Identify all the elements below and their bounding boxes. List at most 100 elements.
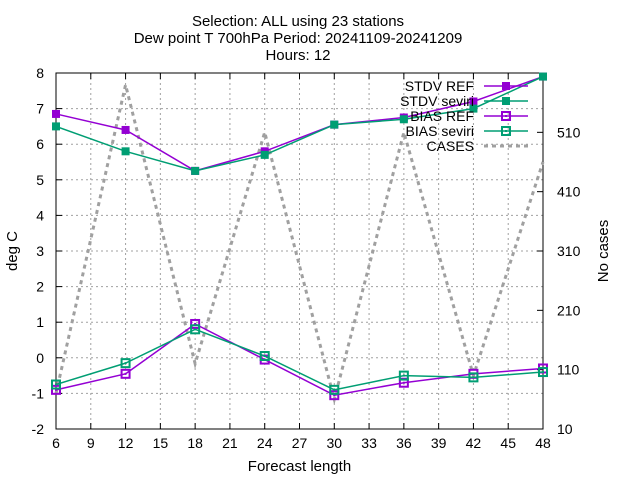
series-line-bias-ref <box>55 323 544 396</box>
data-point-bias-seviri-center <box>263 355 266 358</box>
data-point-stdv-ref <box>52 109 60 118</box>
data-point-bias-seviri <box>468 372 479 383</box>
x-tick-label: 6 <box>52 435 60 451</box>
y-tick-label: -1 <box>32 385 45 401</box>
legend-label-stdv-seviri: STDV seviri <box>400 93 474 109</box>
legend-marker-stdv-ref <box>502 82 510 90</box>
y2-tick-label: 210 <box>557 302 581 318</box>
x-tick-label: 18 <box>187 435 203 451</box>
x-tick-label: 12 <box>118 435 134 451</box>
y2-axis: 10 110 210 310 410 510 <box>537 124 581 437</box>
x-tick-label: 9 <box>87 435 95 451</box>
series-line-cases <box>54 84 545 406</box>
y2-axis-label: No cases <box>595 220 612 283</box>
data-point-bias-ref-center <box>124 372 127 375</box>
data-point-bias-ref-center <box>402 381 405 384</box>
y-tick-label: 3 <box>36 243 44 259</box>
x-tick-label: 27 <box>292 435 308 451</box>
y2-tick-label: 10 <box>557 421 573 437</box>
x-axis-label: Forecast length <box>248 458 351 475</box>
x-axis: 6 9 12 15 18 21 24 27 30 33 36 39 42 45 48 <box>52 73 551 451</box>
x-tick-label: 21 <box>222 435 238 451</box>
data-point-stdv-seviri <box>330 120 339 129</box>
x-tick-label: 24 <box>257 435 273 451</box>
legend-marker-bias-seviri <box>501 126 511 136</box>
legend-marker-bias-ref-center <box>505 115 507 117</box>
y-tick-label: 7 <box>36 101 44 117</box>
y-tick-label: 2 <box>36 279 44 295</box>
data-point-bias-seviri <box>329 384 340 395</box>
x-tick-label: 42 <box>466 435 482 451</box>
data-point-stdv-seviri <box>539 72 547 81</box>
data-point-bias-ref <box>190 318 201 329</box>
y2-tick-label: 510 <box>557 124 581 140</box>
data-point-stdv-seviri <box>399 115 408 124</box>
x-tick-label: 33 <box>361 435 377 451</box>
data-point-stdv-seviri <box>260 150 269 159</box>
data-point-bias-ref-center <box>194 322 197 325</box>
data-point-stdv-ref <box>121 125 130 134</box>
legend-label-cases: CASES <box>427 138 474 154</box>
series-stdv-seviri <box>52 72 547 175</box>
y2-tick-label: 110 <box>557 362 580 378</box>
legend-marker-bias-ref <box>501 111 511 121</box>
data-point-bias-ref <box>120 368 131 379</box>
series-line-bias-seviri <box>55 328 544 391</box>
data-point-bias-seviri <box>398 370 409 381</box>
data-point-bias-seviri-center <box>542 371 544 374</box>
data-point-bias-seviri <box>120 358 131 369</box>
y-tick-label: 5 <box>36 172 44 188</box>
x-tick-label: 36 <box>396 435 412 451</box>
y-tick-label: 4 <box>36 207 44 223</box>
data-point-bias-ref <box>329 390 340 401</box>
x-tick-label: 45 <box>500 435 516 451</box>
x-tick-label: 39 <box>431 435 447 451</box>
legend-label-bias-seviri: BIAS seviri <box>406 123 474 139</box>
y2-tick-label: 410 <box>557 184 581 200</box>
y-tick-label: -2 <box>32 421 45 437</box>
y2-tick-label: 310 <box>557 243 581 259</box>
data-point-bias-ref-center <box>55 388 57 391</box>
series-line-stdv-seviri <box>55 75 544 172</box>
series-bias-seviri <box>51 324 548 395</box>
x-tick-label: 15 <box>153 435 169 451</box>
x-tick-label: 48 <box>535 435 551 451</box>
y-tick-label: 0 <box>36 350 44 366</box>
data-point-stdv-seviri <box>121 147 130 156</box>
legend-marker-stdv-seviri <box>502 97 510 105</box>
x-tick-label: 30 <box>326 435 342 451</box>
data-point-bias-seviri <box>259 351 270 362</box>
y-tick-label: 8 <box>36 65 44 81</box>
data-point-bias-seviri <box>538 367 548 378</box>
data-point-bias-seviri <box>51 379 61 390</box>
data-point-bias-seviri <box>190 324 201 335</box>
data-point-stdv-seviri <box>191 166 200 175</box>
data-point-stdv-seviri <box>52 122 60 131</box>
data-point-stdv-ref <box>469 97 478 106</box>
data-point-bias-seviri-center <box>55 383 57 386</box>
data-point-bias-seviri-center <box>333 388 336 391</box>
y-tick-label: 6 <box>36 136 44 152</box>
title-line: Selection: ALL using 23 stations <box>192 13 404 30</box>
series <box>51 72 548 406</box>
title-line: Dew point T 700hPa Period: 20241109-2024… <box>134 30 463 47</box>
data-point-bias-seviri-center <box>402 374 405 377</box>
legend-marker-bias-seviri-center <box>505 130 507 132</box>
title-line: Hours: 12 <box>265 47 330 64</box>
data-point-bias-ref-center <box>333 394 336 397</box>
legend-label-bias-ref: BIAS REF <box>410 108 474 124</box>
data-point-bias-seviri-center <box>124 362 127 365</box>
data-point-bias-ref <box>51 384 61 395</box>
y-axis-label: deg C <box>4 231 21 271</box>
data-point-bias-seviri-center <box>472 376 475 379</box>
data-point-stdv-seviri <box>469 104 478 113</box>
series-cases <box>54 84 545 406</box>
series-line-stdv-ref <box>55 75 544 172</box>
y-axis: -2 -1 0 1 2 3 4 5 6 7 8 <box>32 65 62 437</box>
y-tick-label: 1 <box>36 314 44 330</box>
data-point-bias-seviri-center <box>194 328 197 331</box>
legend-label-stdv-ref: STDV REF <box>405 78 474 94</box>
